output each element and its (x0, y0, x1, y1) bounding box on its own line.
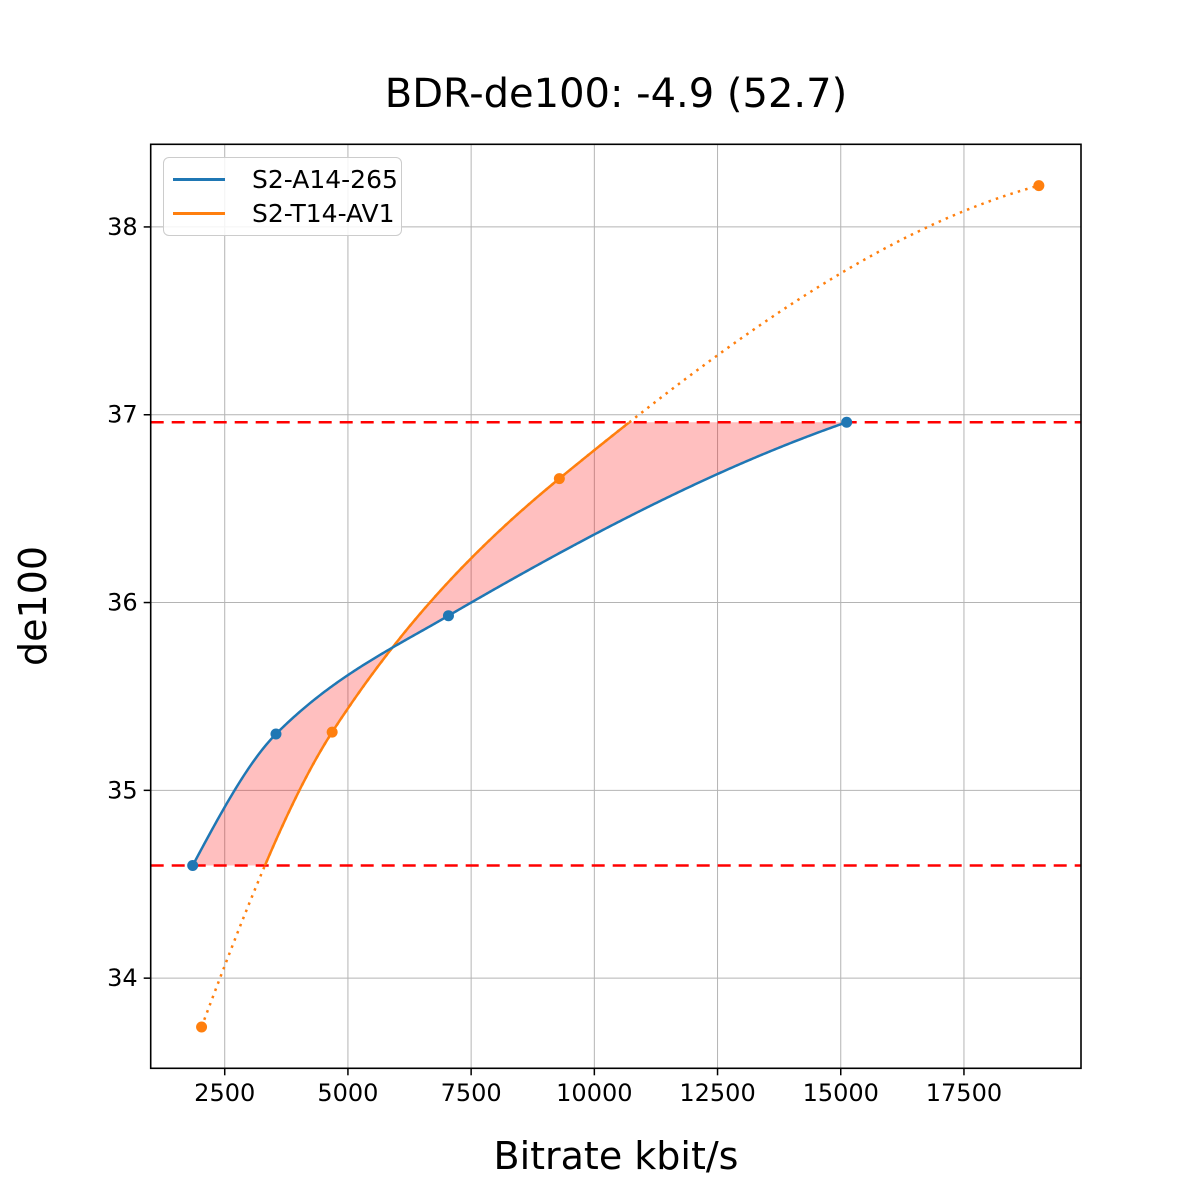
legend-item: S2-T14-AV1 (164, 197, 401, 231)
marker-layer (187, 180, 1045, 1033)
legend: S2-A14-265 S2-T14-AV1 (163, 157, 402, 236)
tick-label-x: 7500 (441, 1079, 502, 1107)
tick-label-y: 37 (107, 401, 138, 429)
grid-layer (150, 144, 1081, 1069)
plot-border (149, 143, 1082, 1070)
blue-data-point (442, 610, 454, 622)
x-axis-label: Bitrate kbit/s (494, 1134, 739, 1178)
legend-item: S2-A14-265 (164, 162, 401, 196)
legend-line-sample (173, 212, 225, 216)
blue-curve (191, 421, 848, 867)
orange-curve-dotted (200, 184, 1040, 1028)
orange-data-point (553, 473, 565, 485)
tick-label-x: 2500 (194, 1079, 255, 1107)
legend-label: S2-A14-265 (252, 164, 398, 194)
tick-label-y: 35 (107, 776, 138, 804)
tick-label-y: 38 (107, 213, 138, 241)
orange-data-point (196, 1021, 208, 1033)
orange-data-point (326, 726, 338, 738)
tick-label-x: 17500 (926, 1079, 1002, 1107)
overlap-fill (192, 422, 847, 866)
axis-layer: 2500 5000 7500 10000 12500 15000 17500 34 35 36 37… (107, 143, 1082, 1107)
orange-data-point (1033, 180, 1045, 192)
chart-title: BDR-de100: -4.9 (52.7) (385, 71, 847, 117)
tick-label-y: 36 (107, 589, 138, 617)
tick-label-x: 10000 (556, 1079, 632, 1107)
overlap-fill-layer (192, 422, 847, 866)
orange-curve-solid (263, 422, 632, 866)
legend-line-sample (173, 177, 225, 181)
blue-data-point (841, 416, 853, 428)
tick-label-x: 15000 (803, 1079, 879, 1107)
tick-label-x: 12500 (679, 1079, 755, 1107)
curve-layer (191, 184, 1040, 1028)
blue-data-point (187, 859, 199, 871)
y-axis-label: de100 (11, 546, 55, 666)
blue-data-point (270, 728, 282, 740)
tick-label-x: 5000 (317, 1079, 378, 1107)
tick-label-y: 34 (107, 964, 138, 992)
overlap-boundary-layer (150, 421, 1081, 867)
legend-label: S2-T14-AV1 (252, 199, 395, 229)
